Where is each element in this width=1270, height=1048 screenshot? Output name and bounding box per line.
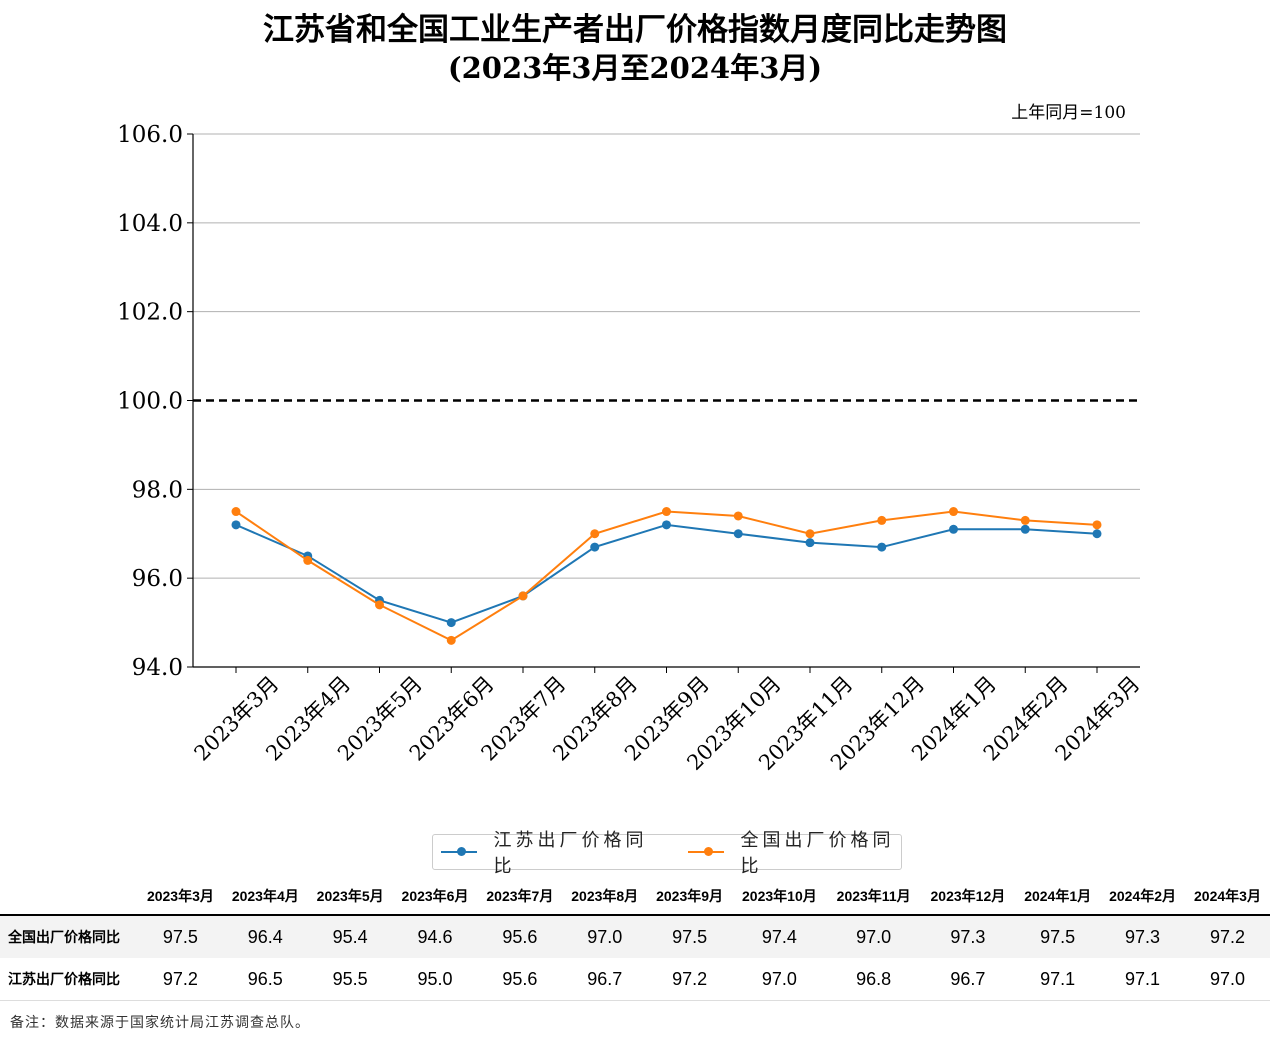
table-cell: 97.2 — [138, 958, 223, 1001]
table-header-cell: 2023年9月 — [647, 878, 733, 916]
data-point-national — [446, 635, 456, 645]
y-tick-label: 100.0 — [117, 389, 183, 415]
y-tick-label: 98.0 — [132, 477, 183, 503]
data-point-jiangsu — [590, 542, 600, 552]
data-table: 2023年3月 2023年4月 2023年5月 2023年6月 2023年7月 … — [0, 878, 1270, 1001]
chart-title: 江苏省和全国工业生产者出厂价格指数月度同比走势图 — [263, 12, 1007, 48]
data-point-national — [590, 529, 600, 539]
table-row-label: 江苏出厂价格同比 — [0, 958, 138, 1001]
table-cell: 96.8 — [826, 958, 921, 1001]
table-cell: 97.5 — [1015, 915, 1101, 958]
table-cell: 97.3 — [920, 915, 1016, 958]
unit-note: 上年同月=100 — [1011, 103, 1126, 123]
legend-item-national: 全国出厂价格同比 — [688, 826, 901, 878]
y-tick-label: 104.0 — [117, 211, 183, 237]
y-tick-label: 94.0 — [132, 655, 183, 681]
table-cell: 94.6 — [392, 915, 478, 958]
data-point-jiangsu — [446, 618, 456, 628]
chart-subtitle: (2023年3月至2024年3月) — [447, 51, 823, 85]
table-cell: 97.0 — [826, 915, 921, 958]
table-cell: 95.4 — [307, 915, 393, 958]
data-point-national — [231, 507, 241, 517]
data-point-national — [1020, 515, 1030, 525]
legend-label-jiangsu: 江苏出厂价格同比 — [493, 830, 648, 877]
table-cell: 97.1 — [1015, 958, 1101, 1001]
series-line-jiangsu — [235, 523, 1098, 624]
table-header-cell: 2023年12月 — [920, 878, 1016, 916]
data-point-national — [949, 507, 958, 517]
table-cell: 97.4 — [732, 915, 827, 958]
data-point-jiangsu — [1092, 529, 1102, 539]
data-point-national — [1092, 520, 1102, 530]
table-header-cell: 2023年5月 — [307, 878, 393, 916]
legend-swatch-jiangsu — [441, 847, 478, 856]
data-point-jiangsu — [733, 529, 743, 539]
data-point-national — [733, 511, 743, 521]
table-header-cell: 2024年3月 — [1184, 878, 1270, 916]
table-cell: 96.5 — [222, 958, 308, 1001]
data-point-national — [375, 600, 384, 610]
table-header-cell: 2024年2月 — [1100, 878, 1185, 916]
table-header-cell: 2024年1月 — [1015, 878, 1101, 916]
data-point-jiangsu — [877, 542, 887, 552]
line-chart: 94.096.098.0100.0102.0104.0106.02023年3月2… — [117, 122, 1144, 775]
data-point-jiangsu — [231, 520, 241, 530]
table-cell: 97.3 — [1100, 915, 1185, 958]
table-header-cell: 2023年8月 — [562, 878, 648, 916]
table-cell: 95.6 — [477, 915, 563, 958]
table-cell: 97.0 — [1184, 958, 1270, 1001]
table-cell: 95.5 — [307, 958, 393, 1001]
data-point-jiangsu — [949, 524, 958, 534]
source-note: 备注：数据来源于国家统计局江苏调查总队。 — [10, 1015, 310, 1031]
table-header-cell: 2023年11月 — [826, 878, 921, 916]
table-header-cell: 2023年3月 — [138, 878, 223, 916]
table-cell: 97.2 — [1184, 915, 1270, 958]
table-row-jiangsu: 江苏出厂价格同比 97.2 96.5 95.5 95.0 95.6 96.7 9… — [0, 958, 1270, 1001]
table-cell: 96.7 — [562, 958, 648, 1001]
y-tick-label: 102.0 — [117, 300, 183, 326]
table-cell: 96.7 — [920, 958, 1016, 1001]
table-corner — [0, 878, 138, 916]
table-cell: 97.1 — [1100, 958, 1185, 1001]
table-header-row: 2023年3月 2023年4月 2023年5月 2023年6月 2023年7月 … — [0, 878, 1270, 916]
table-cell: 95.6 — [477, 958, 563, 1001]
y-tick-label: 106.0 — [117, 122, 183, 148]
data-point-national — [877, 515, 887, 525]
chart-legend: 江苏出厂价格同比 全国出厂价格同比 — [432, 830, 902, 877]
table-row-national: 全国出厂价格同比 97.5 96.4 95.4 94.6 95.6 97.0 9… — [0, 915, 1270, 958]
table-cell: 97.2 — [647, 958, 733, 1001]
table-cell: 97.0 — [732, 958, 827, 1001]
table-cell: 95.0 — [392, 958, 478, 1001]
series-line-national — [235, 510, 1098, 642]
table-header-cell: 2023年4月 — [222, 878, 308, 916]
table-cell: 97.0 — [562, 915, 648, 958]
y-tick-label: 96.0 — [132, 566, 183, 592]
data-point-national — [805, 529, 815, 539]
table-header-cell: 2023年7月 — [477, 878, 563, 916]
legend-swatch-national — [688, 847, 725, 856]
table-header-cell: 2023年10月 — [732, 878, 827, 916]
table-row-label: 全国出厂价格同比 — [0, 915, 138, 958]
data-point-national — [518, 591, 528, 601]
table-cell: 96.4 — [222, 915, 308, 958]
table-header-cell: 2023年6月 — [392, 878, 478, 916]
data-point-national — [662, 507, 671, 517]
legend-label-national: 全国出厂价格同比 — [740, 830, 895, 877]
table-cell: 97.5 — [138, 915, 223, 958]
table-cell: 97.5 — [647, 915, 733, 958]
data-point-jiangsu — [805, 538, 815, 548]
data-point-jiangsu — [662, 520, 671, 530]
legend-item-jiangsu: 江苏出厂价格同比 — [441, 826, 654, 878]
data-point-national — [303, 555, 313, 565]
data-point-jiangsu — [1020, 524, 1030, 534]
